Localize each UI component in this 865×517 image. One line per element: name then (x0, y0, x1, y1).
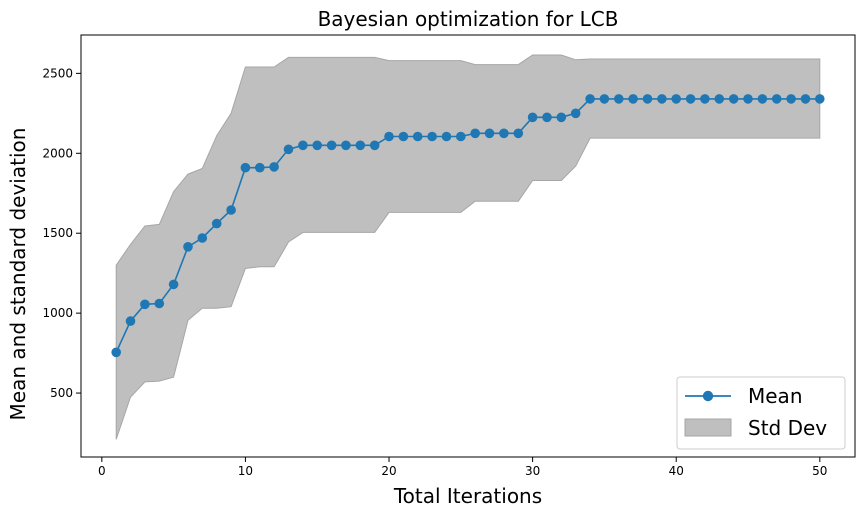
legend-std-label: Std Dev (748, 416, 827, 440)
mean-point (183, 242, 193, 252)
x-tick-label: 0 (98, 464, 106, 478)
y-tick-label: 2500 (42, 66, 73, 80)
mean-point (254, 162, 265, 173)
x-tick-label: 10 (238, 464, 253, 478)
mean-point (800, 94, 811, 104)
y-axis-label: Mean and standard deviation (6, 128, 30, 421)
mean-point (341, 140, 351, 151)
mean-point (470, 128, 481, 139)
mean-point (700, 94, 710, 104)
chart-title: Bayesian optimization for LCB (318, 7, 619, 31)
x-tick-label: 20 (381, 464, 396, 478)
mean-point (570, 108, 581, 119)
mean-point (326, 140, 337, 151)
mean-point (240, 162, 251, 173)
mean-point (599, 94, 610, 104)
legend: Mean Std Dev (676, 376, 846, 450)
mean-point (168, 279, 179, 290)
mean-point (499, 128, 509, 139)
mean-point (384, 131, 394, 142)
mean-point (369, 140, 380, 151)
mean-point (312, 140, 323, 151)
x-tick-label: 50 (812, 464, 827, 478)
plot-area (111, 54, 825, 440)
mean-point (154, 298, 165, 309)
plot-frame (80, 34, 856, 458)
mean-point (771, 94, 782, 104)
mean-point (585, 94, 595, 104)
y-tick-label: 1500 (42, 226, 73, 240)
mean-point (743, 94, 753, 104)
mean-point (657, 94, 667, 104)
mean-point (628, 94, 638, 104)
mean-point (125, 316, 136, 326)
legend-mean-marker (702, 390, 714, 402)
y-tick-label: 1000 (42, 306, 73, 320)
y-tick-label: 2000 (42, 146, 73, 160)
mean-point (269, 162, 279, 172)
mean-point (398, 131, 409, 142)
mean-point (556, 112, 567, 123)
mean-point (456, 131, 466, 142)
x-tick-label: 30 (525, 464, 540, 478)
mean-point (714, 94, 725, 104)
mean-point (815, 94, 825, 104)
mean-point (111, 347, 121, 358)
mean-point (197, 233, 208, 243)
mean-point (642, 94, 653, 104)
legend-std-swatch (684, 418, 732, 437)
mean-point (412, 131, 423, 142)
mean-point (355, 140, 366, 151)
mean-point (484, 128, 495, 139)
x-tick-label: 40 (669, 464, 684, 478)
mean-point (427, 131, 437, 142)
mean-point (140, 299, 150, 310)
mean-point (786, 94, 796, 104)
mean-point (513, 128, 524, 139)
mean-point (542, 112, 552, 123)
mean-point (527, 112, 538, 123)
mean-point (298, 140, 308, 151)
mean-point (728, 94, 739, 104)
mean-point (671, 94, 681, 104)
mean-point (757, 94, 768, 104)
mean-point (211, 218, 222, 229)
mean-point (283, 144, 294, 155)
mean-point (614, 94, 624, 104)
mean-point (685, 94, 696, 104)
axes: 0 10 20 30 40 50 500 1000 1500 2000 2500 (42, 34, 856, 478)
x-axis-label: Total Iterations (393, 484, 542, 508)
mean-point (226, 205, 236, 215)
legend-mean-label: Mean (748, 384, 803, 408)
y-tick-label: 500 (50, 386, 73, 400)
mean-point (441, 131, 452, 142)
